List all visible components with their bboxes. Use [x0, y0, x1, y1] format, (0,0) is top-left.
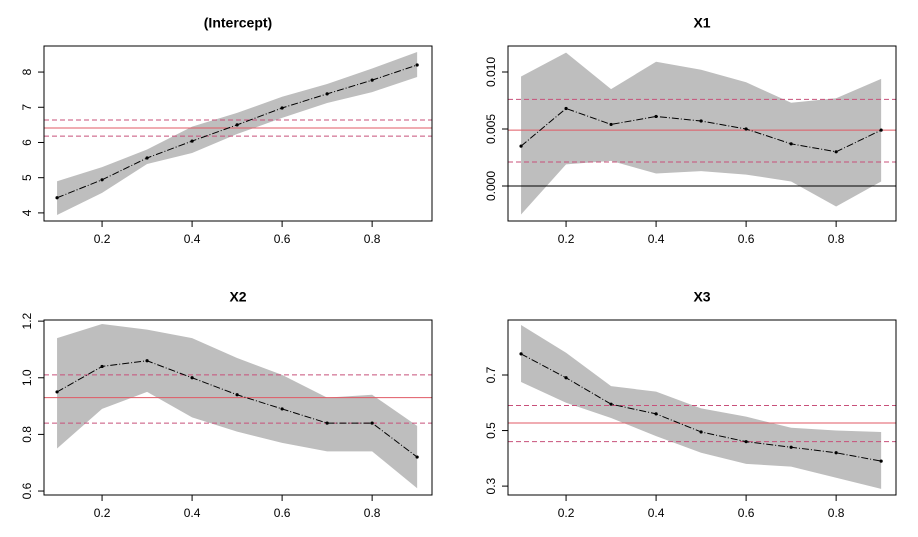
x-tick-label: 0.2	[558, 506, 575, 520]
x-tick-label: 0.6	[738, 506, 755, 520]
y-tick-label: 0.8	[20, 426, 34, 443]
x-tick-label: 0.4	[184, 232, 201, 246]
estimate-point	[55, 196, 59, 200]
y-tick-label: 1.0	[20, 369, 34, 386]
x-tick-label: 0.6	[738, 232, 755, 246]
x-tick-label: 0.8	[828, 232, 845, 246]
estimate-point	[519, 352, 523, 356]
estimate-point	[699, 119, 703, 123]
y-tick-label: 0.7	[484, 366, 498, 383]
estimate-point	[699, 430, 703, 434]
y-tick-label: 7	[20, 104, 34, 111]
panel-title: X1	[693, 15, 710, 31]
estimate-point	[519, 144, 523, 148]
estimate-point	[190, 139, 194, 143]
x-tick-label: 0.2	[94, 232, 111, 246]
y-tick-label: 0.010	[484, 57, 498, 87]
estimate-point	[834, 150, 838, 154]
x-tick-label: 0.8	[364, 232, 381, 246]
panel-title: X2	[229, 289, 246, 305]
x-tick-label: 0.2	[94, 506, 111, 520]
estimate-point	[325, 92, 329, 96]
estimate-point	[100, 178, 104, 182]
y-tick-label: 1.2	[20, 312, 34, 329]
x-tick-label: 0.6	[274, 506, 291, 520]
x-tick-label: 0.8	[828, 506, 845, 520]
estimate-point	[145, 156, 149, 160]
estimate-point	[190, 376, 194, 380]
estimate-point	[100, 364, 104, 369]
estimate-point	[145, 359, 149, 363]
plot-frame	[43, 45, 433, 222]
x-tick-label: 0.6	[274, 232, 291, 246]
estimate-point	[834, 451, 838, 455]
y-tick-label: 6	[20, 139, 34, 146]
confidence-band	[521, 52, 882, 215]
y-tick-label: 0.3	[484, 477, 498, 494]
estimate-point	[744, 440, 748, 444]
estimate-point	[235, 393, 239, 397]
estimate-point	[325, 421, 329, 425]
x-tick-label: 0.4	[648, 506, 665, 520]
estimate-point	[609, 402, 613, 406]
panel-title: X3	[693, 289, 710, 305]
y-tick-label: 8	[20, 68, 34, 75]
estimate-point	[564, 106, 568, 111]
estimate-point	[744, 127, 748, 131]
estimate-point	[609, 122, 613, 127]
confidence-band	[57, 323, 418, 489]
y-tick-label: 5	[20, 174, 34, 181]
y-tick-label: 4	[20, 209, 34, 216]
estimate-point	[654, 114, 658, 119]
estimate-point	[55, 390, 59, 394]
estimate-point	[879, 459, 883, 463]
estimate-point	[415, 455, 419, 459]
estimate-point	[370, 78, 374, 82]
x-tick-label: 0.8	[364, 506, 381, 520]
confidence-band	[57, 51, 418, 216]
estimate-point	[789, 142, 793, 146]
x-tick-label: 0.4	[648, 232, 665, 246]
y-tick-label: 0.005	[484, 114, 498, 144]
estimate-point	[415, 63, 419, 67]
x-tick-label: 0.2	[558, 232, 575, 246]
plot-frame	[507, 45, 897, 222]
x-tick-label: 0.4	[184, 506, 201, 520]
estimate-point	[280, 106, 284, 110]
y-tick-label: 0.5	[484, 422, 498, 439]
plot-frame	[43, 319, 433, 496]
y-tick-label: 0.000	[484, 171, 498, 201]
estimate-point	[654, 412, 658, 416]
estimate-point	[370, 421, 374, 425]
confidence-band	[521, 325, 882, 489]
estimate-point	[280, 407, 284, 411]
y-tick-label: 0.6	[20, 482, 34, 499]
estimate-point	[789, 445, 793, 449]
estimate-point	[564, 376, 568, 380]
estimate-point	[879, 128, 883, 132]
panel-title: (Intercept)	[204, 15, 272, 31]
plot-frame	[507, 319, 897, 496]
estimate-point	[235, 123, 239, 127]
